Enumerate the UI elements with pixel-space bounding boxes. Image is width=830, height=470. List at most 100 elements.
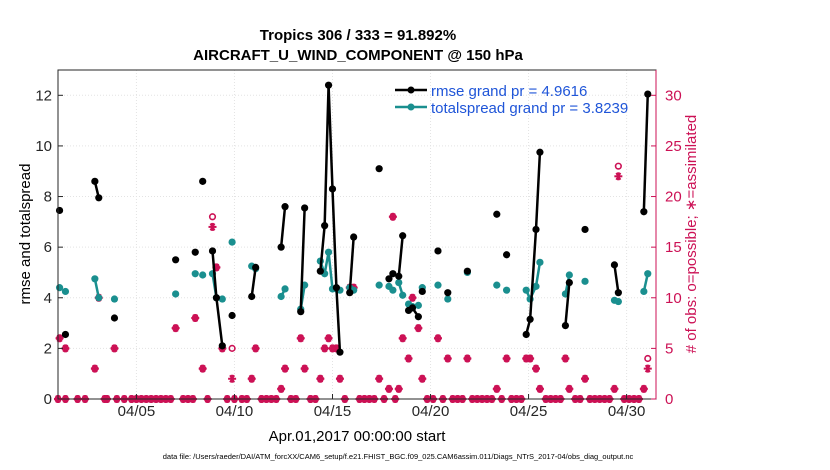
totalspread-point	[414, 301, 422, 309]
totalspread-point	[532, 282, 540, 290]
obs-assimilated-marker	[581, 374, 590, 383]
rmse-point	[172, 256, 180, 264]
obs-assimilated-marker	[228, 374, 237, 383]
x-tick-label: 04/30	[608, 403, 646, 420]
obs-assimilated-marker	[247, 374, 256, 383]
rmse-line-segment	[299, 207, 306, 312]
obs-assimilated-marker	[375, 374, 384, 383]
y-tick-label: 4	[44, 290, 52, 307]
rmse-point	[414, 313, 422, 321]
rmse-point	[581, 225, 589, 234]
obs-assimilated-marker	[324, 334, 333, 343]
legend: rmse grand pr = 4.9616 totalspread grand…	[395, 83, 628, 117]
rmse-point	[252, 263, 260, 271]
obs-assimilated-marker	[335, 374, 344, 383]
x-tick-label: 04/05	[118, 403, 156, 420]
rmse-point	[493, 210, 501, 218]
obs-assimilated-marker	[535, 384, 544, 393]
rmse-point	[536, 148, 544, 156]
axes-layer: 04/05 04/10 04/15 04/20 04/25 04/30 0 2 4 6 8 10 12 0…	[35, 70, 682, 420]
rmse-point	[324, 81, 333, 89]
obs-assimilated-marker	[110, 344, 119, 353]
totalspread-point	[522, 286, 530, 294]
rmse-point	[389, 270, 397, 278]
rmse-point	[532, 225, 540, 234]
rmse-point	[95, 194, 103, 202]
totalspread-point	[281, 285, 289, 293]
obs-assimilated-marker	[443, 354, 452, 363]
y-tick-label: 6	[44, 239, 52, 256]
obs-assimilated-marker	[300, 364, 309, 373]
rmse-point	[418, 287, 426, 296]
x-tick-label: 04/25	[510, 403, 548, 420]
plot-area	[58, 70, 656, 399]
obs-assimilated-marker	[198, 364, 207, 373]
rmse-line-segment	[613, 264, 620, 293]
rmse-point	[55, 206, 64, 215]
rmse-point	[212, 294, 221, 302]
rmse-point	[444, 289, 452, 297]
totalspread-point	[61, 287, 70, 296]
obs-possible-marker	[208, 213, 217, 221]
legend-marker-totalspread	[407, 103, 415, 111]
rmse-point	[375, 165, 383, 173]
rmse-point	[218, 342, 226, 350]
obs-possible-marker	[644, 354, 652, 363]
totalspread-point	[172, 290, 180, 298]
rmse-point	[228, 311, 236, 320]
obs-assimilated-marker	[277, 384, 286, 393]
rmse-point	[328, 185, 337, 193]
obs-assimilated-marker	[433, 334, 442, 343]
x-tick-label: 04/20	[412, 403, 450, 420]
obs-assimilated-marker	[208, 222, 217, 231]
rmse-point	[297, 308, 305, 316]
y2-tick-label: 5	[665, 340, 673, 357]
obs-assimilated-marker	[404, 354, 413, 363]
data-file-footer: data file: /Users/raeder/DAI/ATM_forcXX/…	[163, 452, 634, 461]
y-tick-label: 10	[35, 138, 52, 155]
y2-tick-label: 15	[665, 239, 682, 256]
rmse-point	[385, 275, 393, 283]
totalspread-point	[218, 295, 226, 303]
rmse-point	[614, 289, 622, 297]
totalspread-point	[565, 271, 573, 279]
obs-assimilated-marker	[398, 334, 407, 343]
rmse-line-segment	[397, 235, 404, 277]
obs-assimilated-marker	[90, 364, 99, 373]
rmse-line-segment	[564, 282, 571, 326]
totalspread-point	[191, 270, 199, 278]
obs-assimilated-marker	[565, 384, 574, 393]
rmse-point	[208, 247, 217, 255]
rmse-line-segment	[524, 152, 542, 335]
rmse-line-segment	[642, 94, 650, 212]
rmse-point	[332, 284, 341, 292]
y-axis-label: rmse and totalspread	[17, 164, 34, 305]
rmse-point	[640, 208, 648, 216]
totalspread-point	[91, 275, 99, 283]
totalspread-point	[581, 277, 589, 285]
rmse-point	[610, 261, 619, 269]
obs-possible-marker	[228, 344, 236, 352]
obs-assimilated-marker	[463, 354, 472, 363]
obs-assimilated-marker	[316, 374, 325, 383]
y2-axis-label: # of obs: o=possible; ∗=assimilated	[683, 115, 700, 354]
chart-subtitle: AIRCRAFT_U_WIND_COMPONENT @ 150 hPa	[193, 47, 523, 64]
obs-assimilated-marker	[384, 384, 393, 393]
y-tick-label: 8	[44, 189, 52, 206]
rmse-point	[565, 278, 573, 287]
obs-assimilated-marker	[418, 374, 427, 383]
x-axis-label: Apr.01,2017 00:00:00 start	[269, 428, 447, 445]
totalspread-point	[110, 295, 119, 303]
rmse-point	[191, 248, 199, 256]
rmse-point	[61, 330, 70, 339]
totalspread-point	[444, 295, 452, 303]
y-tick-label: 0	[44, 391, 52, 408]
rmse-point	[434, 247, 442, 255]
rmse-point	[463, 267, 471, 275]
obs-assimilated-marker	[492, 384, 501, 393]
legend-marker-rmse	[407, 86, 415, 94]
obs-assimilated-marker	[408, 293, 417, 302]
rmse-line-segment	[279, 206, 287, 248]
obs-assimilated-marker	[394, 384, 403, 393]
